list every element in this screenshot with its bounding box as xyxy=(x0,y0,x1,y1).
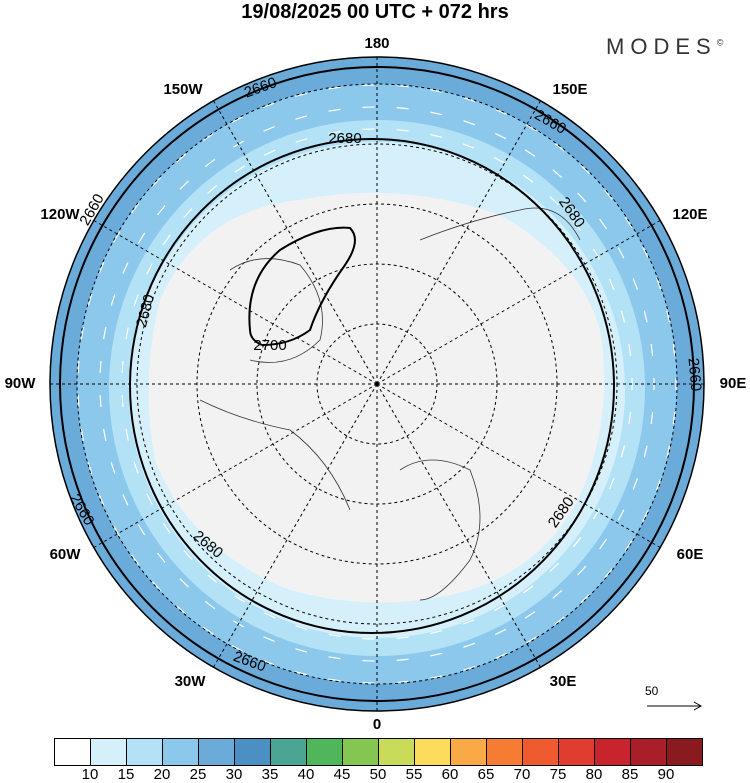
colorbar-label: 85 xyxy=(615,766,645,783)
longitude-label: 150E xyxy=(552,81,587,98)
longitude-label: 90E xyxy=(720,375,747,392)
colorbar-swatch xyxy=(415,739,451,765)
wind-arrow xyxy=(100,395,101,407)
colorbar-swatch xyxy=(451,739,487,765)
colorbar-swatch xyxy=(307,739,343,765)
colorbar-swatch xyxy=(487,739,523,765)
colorbar-swatch xyxy=(343,739,379,765)
contour-label: 2700 xyxy=(253,337,286,354)
colorbar-label: 30 xyxy=(219,766,249,783)
wind-arrow xyxy=(122,361,123,373)
longitude-label: 120W xyxy=(40,206,79,223)
colorbar-swatch xyxy=(199,739,235,765)
polar-map: 2660 2660 2660 2660 2660 2660 2680 2680 … xyxy=(0,0,750,740)
colorbar-label: 80 xyxy=(579,766,609,783)
wind-arrow xyxy=(100,361,101,373)
contour-label: 2660 xyxy=(685,357,705,392)
contour-label: 2680 xyxy=(328,130,361,147)
longitude-label: 60W xyxy=(50,546,81,563)
colorbar-swatch xyxy=(91,739,127,765)
colorbar-label: 60 xyxy=(435,766,465,783)
colorbar-swatch xyxy=(667,739,702,765)
longitude-label: 0 xyxy=(373,716,381,733)
longitude-label: 30E xyxy=(550,673,577,690)
colorbar-label: 35 xyxy=(255,766,285,783)
reference-vector-label: 50 xyxy=(645,684,658,698)
wind-arrow xyxy=(78,361,79,373)
colorbar-label: 70 xyxy=(507,766,537,783)
colorbar-label: 45 xyxy=(327,766,357,783)
colorbar-label: 20 xyxy=(147,766,177,783)
colorbar-label: 90 xyxy=(651,766,681,783)
colorbar-swatch xyxy=(379,739,415,765)
colorbar-label: 75 xyxy=(543,766,573,783)
longitude-label: 90W xyxy=(5,375,36,392)
colorbar-swatch xyxy=(127,739,163,765)
colorbar-label: 15 xyxy=(111,766,141,783)
colorbar-swatch xyxy=(163,739,199,765)
colorbar-swatch xyxy=(595,739,631,765)
colorbar-label: 55 xyxy=(399,766,429,783)
colorbar-swatch xyxy=(271,739,307,765)
colorbar-label: 25 xyxy=(183,766,213,783)
colorbar-label: 10 xyxy=(75,766,105,783)
colorbar-swatch xyxy=(523,739,559,765)
longitude-label: 180 xyxy=(364,35,389,52)
colorbar-swatch xyxy=(631,739,667,765)
colorbar xyxy=(54,738,703,766)
wind-arrow xyxy=(122,395,123,407)
longitude-label: 150W xyxy=(163,81,202,98)
colorbar-swatch xyxy=(55,739,91,765)
colorbar-label: 65 xyxy=(471,766,501,783)
colorbar-label: 50 xyxy=(363,766,393,783)
longitude-label: 30W xyxy=(175,673,206,690)
longitude-label: 60E xyxy=(677,546,704,563)
colorbar-label: 40 xyxy=(291,766,321,783)
colorbar-swatch xyxy=(235,739,271,765)
longitude-label: 120E xyxy=(672,206,707,223)
colorbar-swatch xyxy=(559,739,595,765)
